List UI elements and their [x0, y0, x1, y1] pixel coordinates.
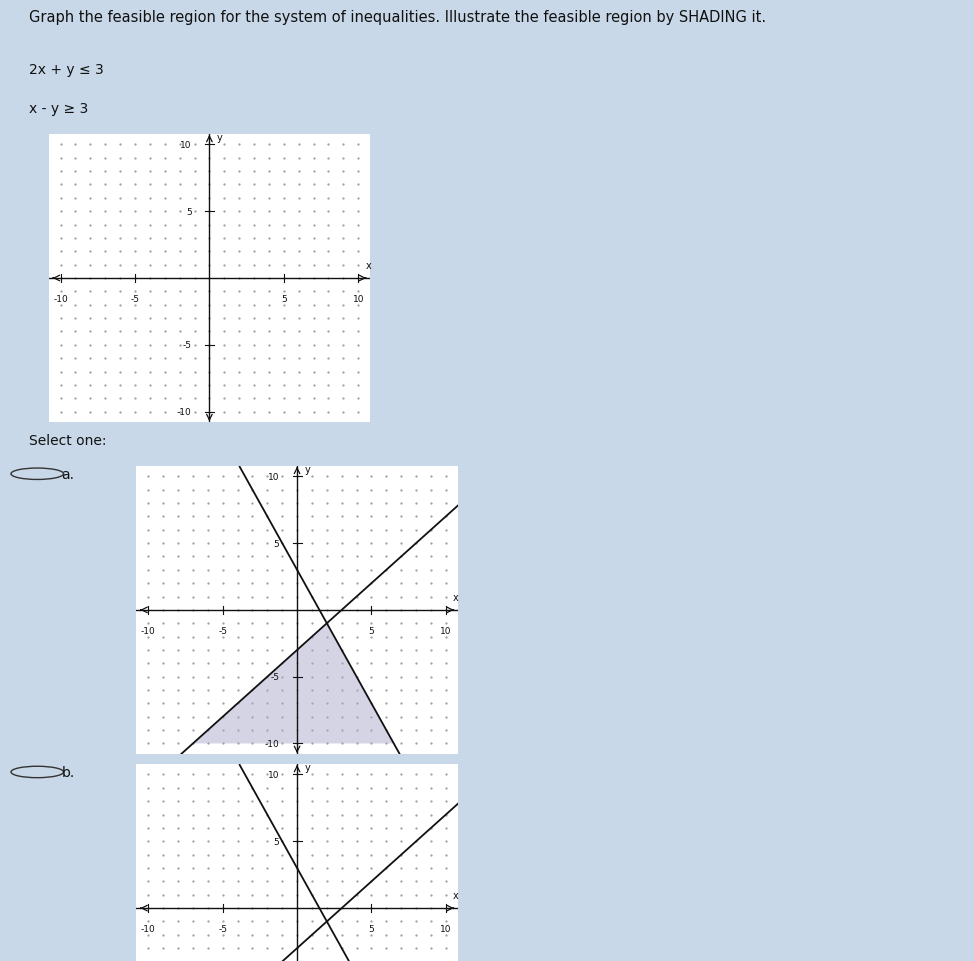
Text: -10: -10	[265, 739, 280, 749]
Text: 10: 10	[353, 295, 364, 304]
Text: y: y	[217, 133, 223, 143]
Text: -5: -5	[270, 673, 280, 681]
Text: -5: -5	[182, 341, 192, 350]
Text: 5: 5	[281, 295, 286, 304]
Text: Select one:: Select one:	[29, 433, 107, 448]
Text: 10: 10	[180, 140, 192, 150]
Text: Graph the feasible region for the system of inequalities. Illustrate the feasibl: Graph the feasible region for the system…	[29, 10, 767, 25]
Text: 10: 10	[440, 924, 452, 933]
Text: b.: b.	[61, 765, 75, 779]
Text: y: y	[305, 464, 311, 475]
Text: y: y	[305, 762, 311, 773]
Text: 10: 10	[268, 770, 280, 779]
Text: 5: 5	[274, 837, 280, 846]
Text: 5: 5	[368, 924, 374, 933]
Text: 2x + y ≤ 3: 2x + y ≤ 3	[29, 62, 104, 77]
Text: -10: -10	[54, 295, 68, 304]
Text: -5: -5	[131, 295, 139, 304]
Text: -10: -10	[141, 924, 156, 933]
Text: 5: 5	[368, 627, 374, 635]
Text: a.: a.	[61, 467, 74, 481]
Text: x: x	[453, 890, 459, 900]
Text: -5: -5	[218, 627, 227, 635]
Text: 10: 10	[268, 472, 280, 481]
Text: x: x	[365, 260, 371, 271]
Text: x: x	[453, 592, 459, 603]
Text: 5: 5	[186, 208, 192, 216]
Text: -10: -10	[177, 407, 192, 417]
Text: 5: 5	[274, 539, 280, 548]
Text: 10: 10	[440, 627, 452, 635]
Text: x - y ≥ 3: x - y ≥ 3	[29, 102, 89, 116]
Polygon shape	[193, 624, 393, 744]
Text: -5: -5	[218, 924, 227, 933]
Text: -10: -10	[141, 627, 156, 635]
